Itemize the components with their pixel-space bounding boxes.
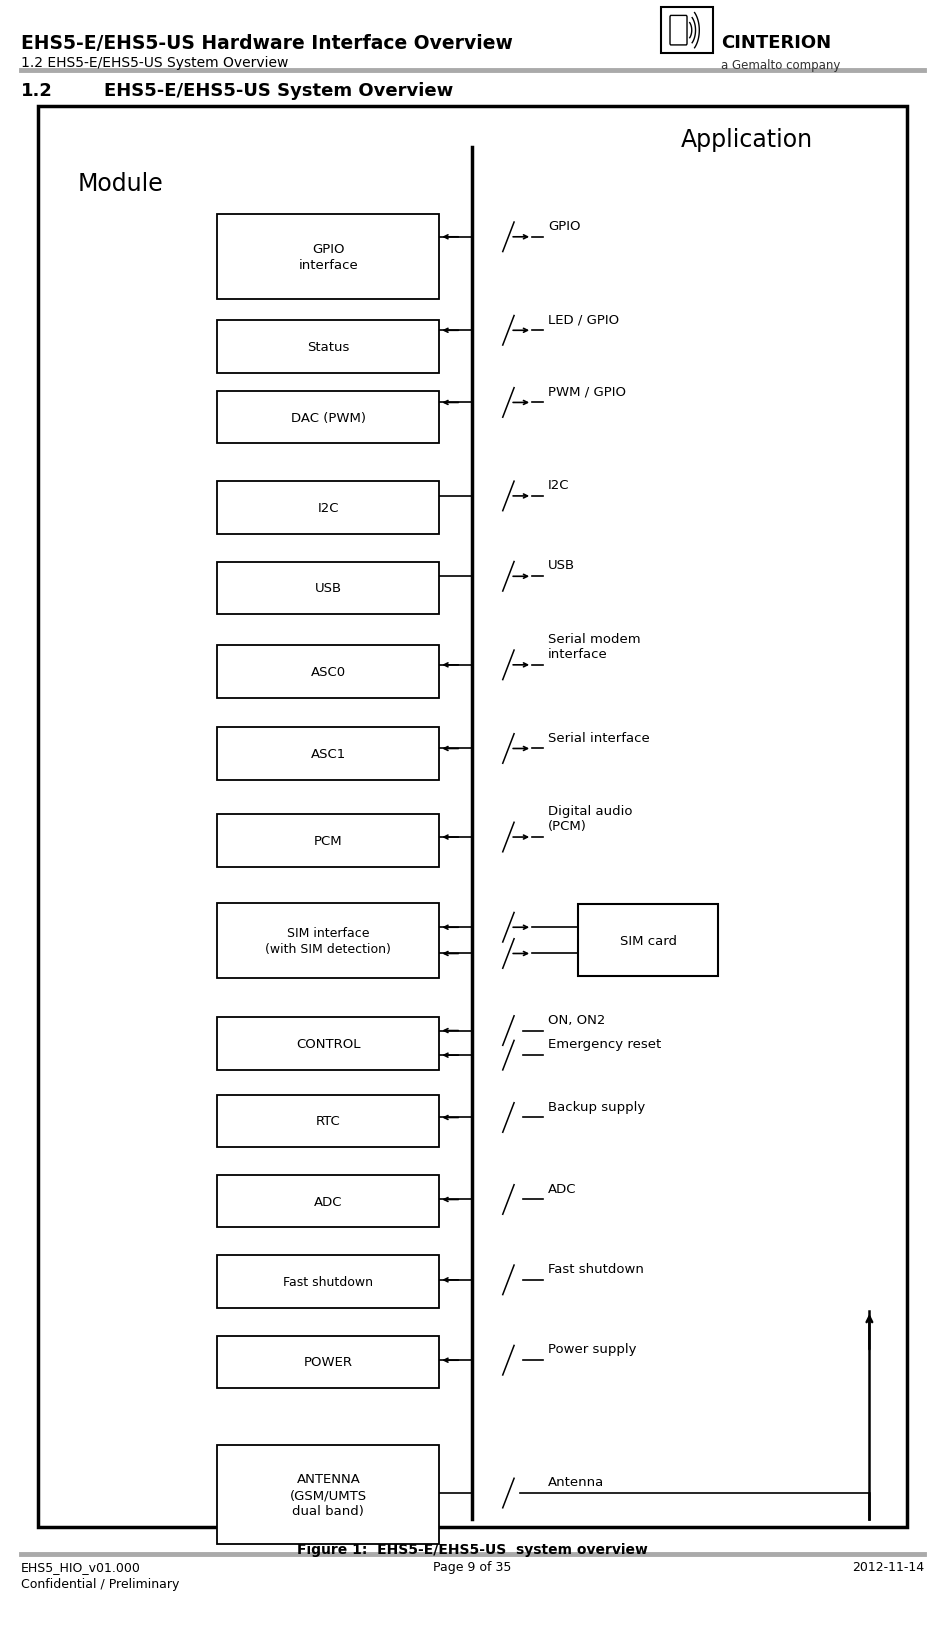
Bar bbox=[38, 107, 906, 1528]
Text: ASC0: ASC0 bbox=[311, 665, 346, 679]
Text: GPIO
interface: GPIO interface bbox=[298, 243, 358, 272]
Text: Application: Application bbox=[680, 128, 812, 152]
Bar bbox=[217, 562, 439, 615]
Bar bbox=[661, 8, 713, 54]
Bar bbox=[217, 321, 439, 374]
Bar bbox=[217, 1018, 439, 1070]
Text: Power supply: Power supply bbox=[548, 1342, 636, 1355]
Text: Digital audio
(PCM): Digital audio (PCM) bbox=[548, 805, 632, 833]
Bar bbox=[217, 646, 439, 698]
Bar bbox=[217, 1255, 439, 1308]
Bar bbox=[217, 392, 439, 444]
Text: Status: Status bbox=[307, 341, 349, 354]
Bar bbox=[217, 815, 439, 867]
Text: Backup supply: Backup supply bbox=[548, 1100, 645, 1113]
Text: Antenna: Antenna bbox=[548, 1475, 604, 1488]
Bar bbox=[217, 1175, 439, 1228]
Text: Serial modem
interface: Serial modem interface bbox=[548, 633, 640, 661]
Text: Page 9 of 35: Page 9 of 35 bbox=[433, 1560, 511, 1573]
Text: 1.2 EHS5-E/EHS5-US System Overview: 1.2 EHS5-E/EHS5-US System Overview bbox=[21, 56, 288, 70]
Text: 1.2: 1.2 bbox=[21, 82, 53, 100]
Text: CINTERION: CINTERION bbox=[720, 34, 831, 52]
Text: I2C: I2C bbox=[317, 502, 339, 515]
Text: LED / GPIO: LED / GPIO bbox=[548, 313, 618, 326]
Text: 2012-11-14: 2012-11-14 bbox=[851, 1560, 923, 1573]
Bar bbox=[217, 903, 439, 978]
Text: Serial interface: Serial interface bbox=[548, 731, 649, 744]
Text: RTC: RTC bbox=[315, 1115, 341, 1128]
Text: Module: Module bbox=[77, 172, 163, 197]
Text: DAC (PWM): DAC (PWM) bbox=[291, 411, 365, 425]
Text: Fast shutdown: Fast shutdown bbox=[548, 1262, 643, 1275]
Bar bbox=[217, 215, 439, 300]
Text: SIM interface
(with SIM detection): SIM interface (with SIM detection) bbox=[265, 926, 391, 956]
Bar bbox=[217, 1336, 439, 1388]
Text: Emergency reset: Emergency reset bbox=[548, 1037, 661, 1051]
Bar bbox=[217, 482, 439, 534]
Text: PWM / GPIO: PWM / GPIO bbox=[548, 385, 626, 398]
Text: USB: USB bbox=[548, 559, 575, 572]
Text: EHS5-E/EHS5-US Hardware Interface Overview: EHS5-E/EHS5-US Hardware Interface Overvi… bbox=[21, 34, 513, 54]
Text: I2C: I2C bbox=[548, 479, 569, 492]
Text: EHS5-E/EHS5-US System Overview: EHS5-E/EHS5-US System Overview bbox=[104, 82, 453, 100]
Text: ON, ON2: ON, ON2 bbox=[548, 1013, 605, 1026]
Text: Figure 1:  EHS5-E/EHS5-US  system overview: Figure 1: EHS5-E/EHS5-US system overview bbox=[296, 1542, 648, 1557]
FancyBboxPatch shape bbox=[669, 16, 686, 46]
Text: a Gemalto company: a Gemalto company bbox=[720, 59, 839, 72]
Bar bbox=[217, 728, 439, 780]
Text: ANTENNA
(GSM/UMTS
dual band): ANTENNA (GSM/UMTS dual band) bbox=[290, 1472, 366, 1518]
Bar bbox=[217, 1095, 439, 1147]
Text: ASC1: ASC1 bbox=[311, 747, 346, 760]
Text: Confidential / Preliminary: Confidential / Preliminary bbox=[21, 1577, 179, 1590]
Text: SIM card: SIM card bbox=[619, 934, 676, 947]
Bar bbox=[217, 1446, 439, 1544]
Bar bbox=[578, 905, 717, 977]
Text: GPIO: GPIO bbox=[548, 220, 580, 233]
Text: POWER: POWER bbox=[304, 1355, 352, 1369]
Text: Fast shutdown: Fast shutdown bbox=[283, 1275, 373, 1288]
Text: EHS5_HIO_v01.000: EHS5_HIO_v01.000 bbox=[21, 1560, 141, 1573]
Text: USB: USB bbox=[314, 582, 342, 595]
Text: ADC: ADC bbox=[548, 1182, 576, 1195]
Text: PCM: PCM bbox=[313, 834, 343, 847]
Text: ADC: ADC bbox=[313, 1195, 343, 1208]
Text: CONTROL: CONTROL bbox=[295, 1037, 361, 1051]
